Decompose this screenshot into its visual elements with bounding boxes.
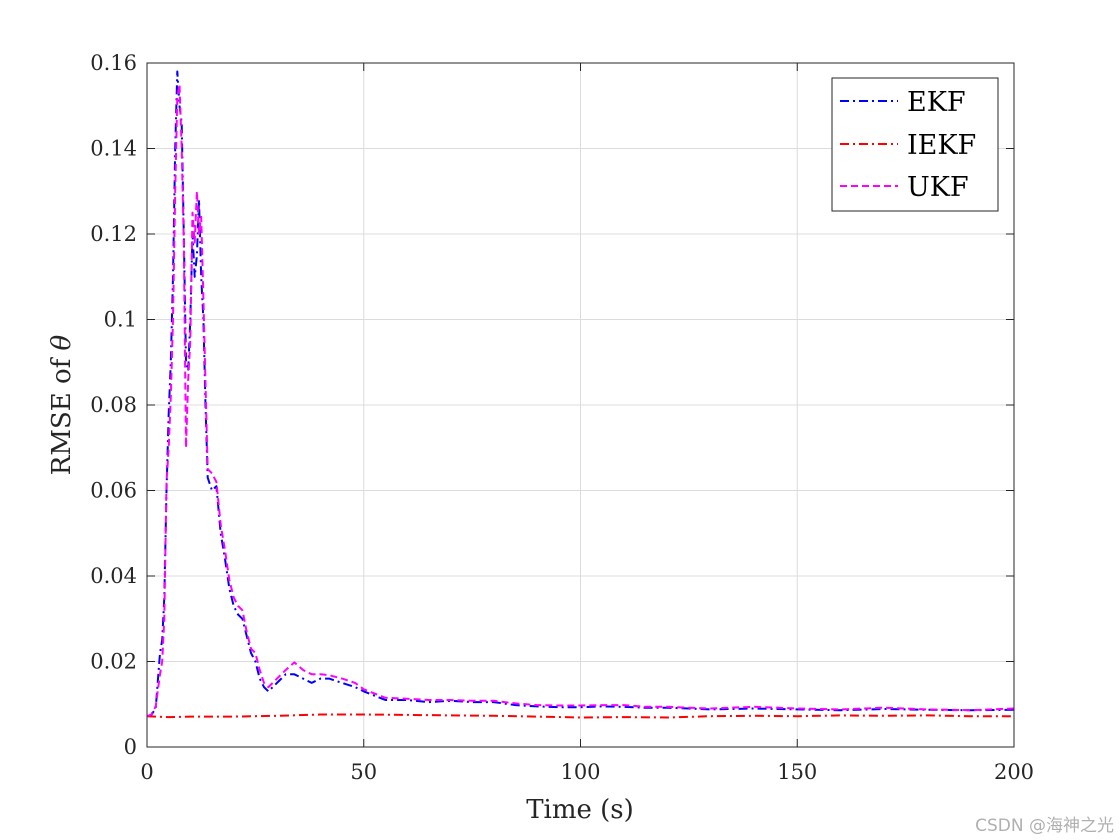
legend-label-ekf: EKF [907, 87, 966, 118]
x-tick-label: 150 [777, 760, 817, 784]
x-tick-label: 50 [350, 760, 377, 784]
y-tick-label: 0.06 [90, 479, 137, 503]
y-tick-label: 0.14 [90, 137, 137, 161]
x-tick-label: 0 [140, 760, 153, 784]
y-tick-label: 0 [124, 735, 137, 759]
y-tick-label: 0.16 [90, 51, 137, 75]
y-tick-label: 0.1 [104, 308, 137, 332]
watermark: CSDN @海神之光 [975, 816, 1114, 836]
legend-label-iekf: IEKF [907, 130, 976, 161]
x-tick-label: 200 [994, 760, 1034, 784]
series-line-iekf [146, 713, 1014, 719]
legend: EKF IEKF UKF [831, 77, 999, 212]
y-tick-label: 0.12 [90, 222, 137, 246]
legend-label-ukf: UKF [907, 172, 969, 203]
y-tick-label: 0.04 [90, 564, 137, 588]
x-axis-label: Time (s) [526, 795, 634, 825]
y-axis-label-symbol: θ [47, 334, 77, 350]
y-tick-label: 0.08 [90, 393, 137, 417]
y-tick-label: 0.02 [90, 650, 137, 674]
x-tick-labels: 0 50 100 150 200 [140, 760, 1034, 784]
x-tick-label: 100 [560, 760, 600, 784]
ticks [146, 62, 1015, 748]
y-axis-label: RMSE of θ [47, 334, 77, 475]
series-layer [146, 70, 1015, 719]
y-tick-labels: 0 0.02 0.04 0.06 0.08 0.1 0.12 0.14 0.16 [90, 51, 137, 759]
y-axis-label-main: RMSE of [47, 350, 77, 475]
series-line-ukf [146, 83, 1015, 718]
